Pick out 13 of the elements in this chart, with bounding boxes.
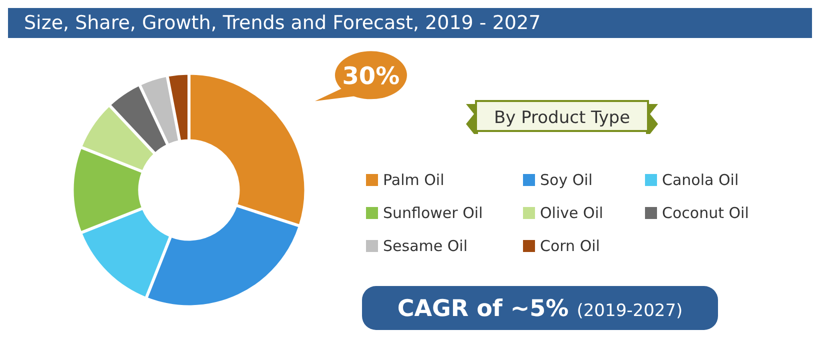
legend-label: Palm Oil: [383, 171, 444, 189]
data-label: 30%: [342, 62, 400, 90]
text: (2019-2027): [576, 301, 683, 321]
legend-label: Canola Oil: [662, 171, 739, 189]
legend-title: By Product Type: [494, 108, 630, 128]
chart-title: Size, Share, Growth, Trends and Forecast, 2019 - 2027: [24, 12, 541, 34]
legend-label: Sunflower Oil: [383, 204, 483, 222]
text: CAGR of ~5%: [397, 296, 569, 322]
legend-label: Corn Oil: [540, 237, 600, 255]
legend-label: Coconut Oil: [662, 204, 749, 222]
legend-label: Sesame Oil: [383, 237, 468, 255]
legend-label: Soy Oil: [540, 171, 592, 189]
legend-label: Olive Oil: [540, 204, 604, 222]
